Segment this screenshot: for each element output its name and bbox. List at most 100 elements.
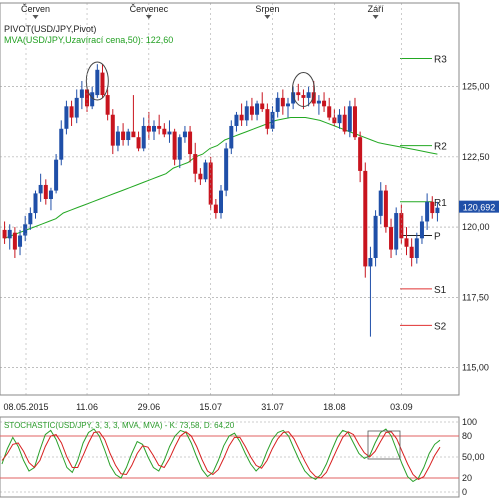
stochastic-title: STOCHASTIC(USD/JPY, 3, 3, 3, MVA, MVA) -… <box>4 421 235 430</box>
month-label: Srpen <box>255 4 279 14</box>
candle-body <box>394 213 399 250</box>
candle-body <box>399 213 404 239</box>
candle-body <box>389 227 394 250</box>
candle-body <box>12 232 17 250</box>
candle-body <box>409 246 414 258</box>
stochastic-panel: 100 80 50,00 20 0 STOCHASTIC(USD/JPY, 3, 3, … <box>0 416 485 498</box>
candle-body <box>79 89 84 98</box>
candle-body <box>358 137 363 171</box>
stochastic-y-tick-label: 50,00 <box>462 452 485 462</box>
month-marker <box>372 15 379 19</box>
pivot-level-label: S2 <box>434 321 447 332</box>
candle-body <box>2 229 7 239</box>
candle-body <box>100 72 105 96</box>
stochastic-y-tick-label: 80 <box>462 431 472 441</box>
candle-body <box>85 89 90 107</box>
stochastic-highlight-box <box>367 430 401 460</box>
pivot-level-label: R3 <box>434 55 447 66</box>
candle-body <box>188 131 193 155</box>
candle-body <box>213 204 218 214</box>
last-price-label: 120,692 <box>463 203 496 213</box>
candle-body <box>316 100 321 104</box>
candle-body <box>7 229 12 239</box>
candle-body <box>141 125 146 149</box>
candle-body <box>322 100 327 107</box>
candle-body <box>28 213 33 225</box>
month-label: Červen <box>21 4 50 14</box>
candle-body <box>280 97 285 107</box>
stochastic-y-tick-label: 20 <box>462 473 472 483</box>
peak-highlight-circle <box>85 61 109 101</box>
candle-body <box>373 215 378 258</box>
candle-body <box>64 106 69 129</box>
candle-body <box>430 201 435 214</box>
candle-body <box>95 69 100 96</box>
stochastic-series-k <box>1 428 441 483</box>
candle-body <box>33 193 38 214</box>
candle-body <box>105 95 110 115</box>
price-y-tick-label: 125,00 <box>462 82 490 92</box>
candle-body <box>219 190 223 214</box>
candle-body <box>234 114 239 126</box>
stochastic-y-tick-label: 0 <box>462 487 467 497</box>
candle-body <box>182 131 187 138</box>
price-x-tick-label: 11.06 <box>76 402 98 412</box>
candle-body <box>167 131 172 135</box>
candle-body <box>296 92 301 96</box>
candle-body <box>347 106 352 132</box>
pivot-level-label: R1 <box>434 198 447 209</box>
price-y-tick-label: 117,50 <box>462 292 489 302</box>
pivot-level-label: S1 <box>434 285 447 296</box>
candle-body <box>172 131 177 160</box>
price-x-tick-label: 18.08 <box>323 402 346 412</box>
candle-body <box>383 190 388 228</box>
candle-body <box>121 131 126 141</box>
candle-body <box>224 148 229 191</box>
price-x-tick-label: 29.06 <box>138 402 161 412</box>
candle-body <box>198 173 203 180</box>
candle-body <box>203 162 208 180</box>
price-y-tick-label: 120,00 <box>462 222 490 232</box>
month-marker <box>32 15 39 19</box>
price-y-tick-label: 122,50 <box>462 152 490 162</box>
candle-body <box>342 114 347 132</box>
month-marker <box>145 15 152 19</box>
candle-body <box>260 103 265 110</box>
pivot-level-label: P <box>434 232 441 243</box>
candle-body <box>378 190 383 216</box>
candle-body <box>270 111 275 129</box>
candle-body <box>110 114 115 146</box>
price-x-tick-label: 31.07 <box>261 402 284 412</box>
candle-body <box>115 131 120 146</box>
price-x-tick-label: 03.09 <box>390 402 413 412</box>
candle-body <box>275 97 280 112</box>
mva-subtitle: MVA(USD/JPY,Uzavírací cena,50): 122,60 <box>4 35 173 45</box>
candle-body <box>136 137 141 149</box>
stochastic-y-tick-label: 100 <box>462 417 477 427</box>
month-label: Červenec <box>130 4 169 14</box>
last-price-badge: 120,692 <box>459 200 499 213</box>
candle-body <box>301 95 306 98</box>
candle-body <box>126 131 131 141</box>
candle-body <box>74 97 79 118</box>
candle-body <box>18 235 23 247</box>
price-y-tick-label: 115,00 <box>462 363 489 373</box>
candle-body <box>229 125 234 149</box>
candle-body <box>285 103 290 107</box>
candle-body <box>239 114 244 121</box>
candle-body <box>363 170 368 267</box>
pivot-level-label: R2 <box>434 142 447 153</box>
candle-body <box>244 106 249 121</box>
candle-body <box>419 221 424 239</box>
candle-body <box>255 103 260 115</box>
mva-50-line <box>4 117 438 239</box>
candle-body <box>414 238 419 258</box>
price-chart-title: PIVOT(USD/JPY,Pivot) <box>4 24 96 34</box>
month-marker <box>264 15 271 19</box>
candle-body <box>157 125 162 129</box>
candle-body <box>306 92 311 98</box>
candle-body <box>291 92 296 104</box>
candle-body <box>435 207 440 214</box>
candle-body <box>48 190 53 199</box>
